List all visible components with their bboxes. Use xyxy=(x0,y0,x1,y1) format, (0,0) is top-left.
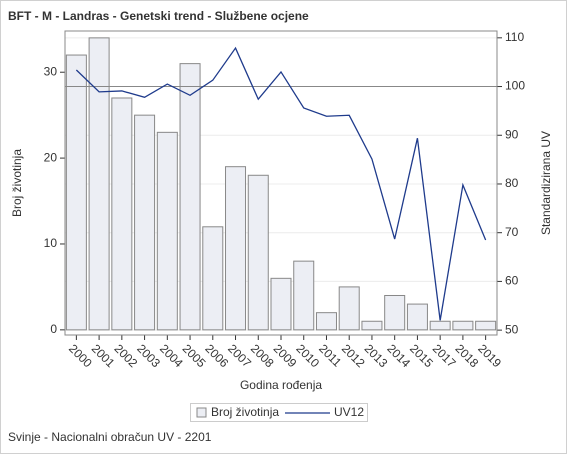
y-tick-label: 10 xyxy=(44,236,58,250)
bar xyxy=(202,226,224,331)
y2-tick-label: 100 xyxy=(505,79,525,93)
legend-swatch xyxy=(196,407,207,418)
bar xyxy=(361,320,383,331)
bar xyxy=(270,277,292,331)
bar xyxy=(65,54,87,331)
legend-box xyxy=(190,403,368,422)
y2-tick-label: 70 xyxy=(505,225,519,239)
line xyxy=(75,46,487,321)
plot-frame xyxy=(64,30,498,336)
footnote: Svinje - Nacionalni obračun UV - 2201 xyxy=(8,430,212,444)
bar xyxy=(429,320,451,331)
bar xyxy=(452,320,474,331)
bar xyxy=(134,114,156,331)
bar xyxy=(384,294,406,331)
bar xyxy=(338,286,360,331)
legend-label: UV12 xyxy=(334,405,364,419)
y2-tick-label: 90 xyxy=(505,127,519,141)
y2-tick-label: 60 xyxy=(505,274,519,288)
y-axis-label: Broj životinja xyxy=(10,149,24,217)
bar xyxy=(475,320,497,331)
bar xyxy=(179,63,201,331)
x-axis-label: Godina rođenja xyxy=(240,378,322,392)
bar xyxy=(225,166,247,331)
y2-tick-label: 80 xyxy=(505,176,519,190)
y-tick-label: 0 xyxy=(50,322,57,336)
bar xyxy=(315,312,337,331)
bar xyxy=(88,37,110,331)
bar xyxy=(156,131,178,331)
y-tick-label: 20 xyxy=(44,150,58,164)
legend-label: Broj životinja xyxy=(211,405,279,419)
bar xyxy=(111,97,133,331)
bar xyxy=(293,260,315,331)
chart-title: BFT - M - Landras - Genetski trend - Slu… xyxy=(8,9,309,23)
bar xyxy=(406,303,428,331)
y-tick-label: 30 xyxy=(44,64,58,78)
y2-axis-label: Standardizirana UV xyxy=(539,131,553,235)
y2-tick-label: 50 xyxy=(505,322,519,336)
bar xyxy=(247,174,269,331)
y2-tick-label: 110 xyxy=(505,30,524,44)
